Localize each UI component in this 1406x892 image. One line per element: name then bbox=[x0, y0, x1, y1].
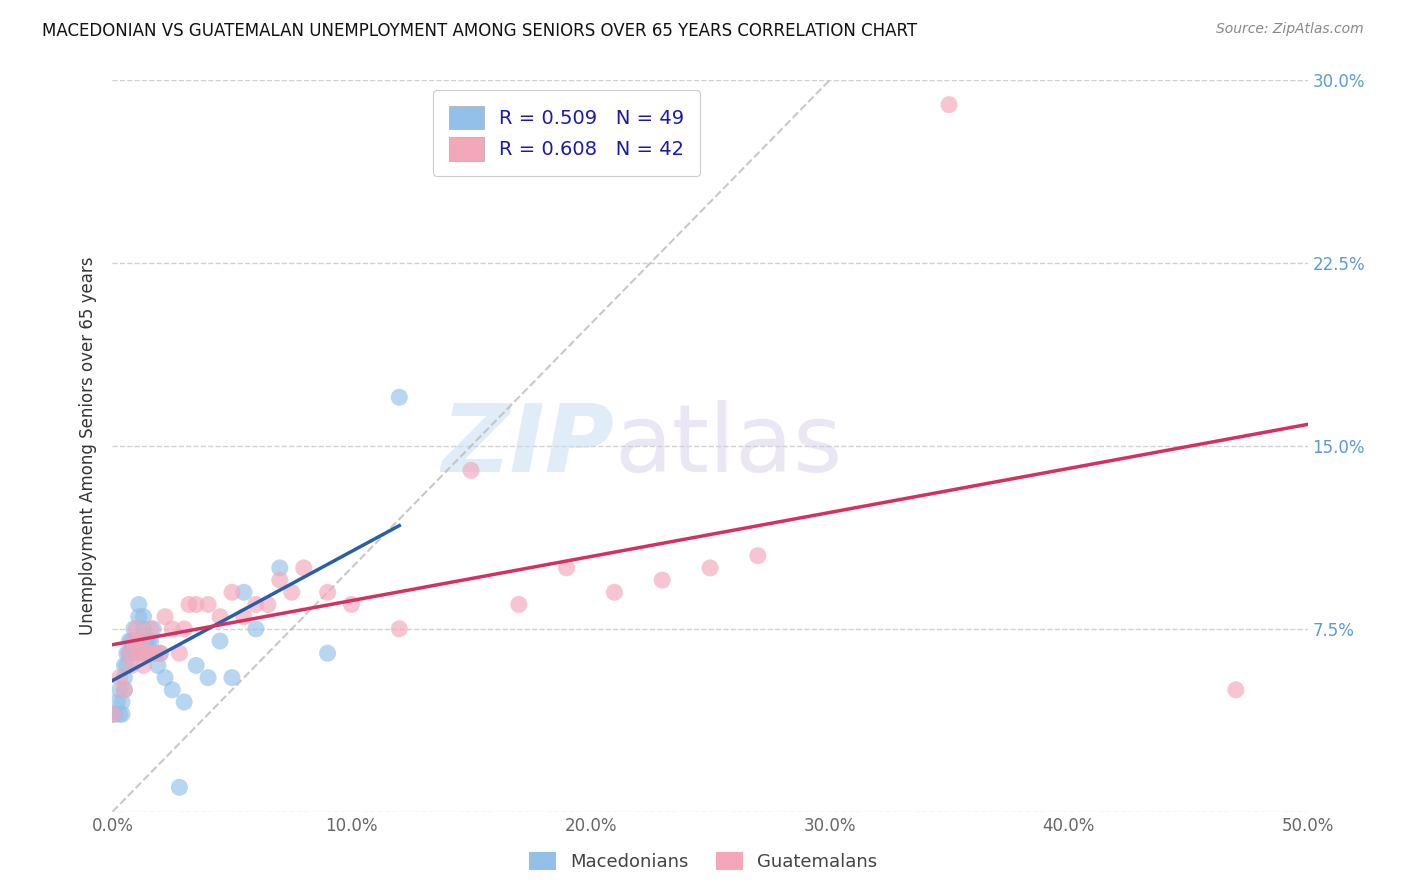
Point bbox=[114, 658, 135, 673]
Point bbox=[138, 634, 160, 648]
Point bbox=[292, 561, 315, 575]
Point bbox=[281, 585, 304, 599]
Point bbox=[122, 622, 145, 636]
Point bbox=[555, 561, 578, 575]
Point bbox=[125, 646, 148, 660]
Point bbox=[1225, 682, 1247, 697]
Point bbox=[162, 682, 183, 697]
Point bbox=[105, 695, 128, 709]
Point bbox=[118, 646, 141, 660]
Point bbox=[209, 634, 232, 648]
Point bbox=[316, 585, 339, 599]
Point bbox=[173, 622, 195, 636]
Point bbox=[118, 646, 141, 660]
Point bbox=[132, 622, 155, 636]
Point bbox=[115, 658, 138, 673]
Point bbox=[139, 622, 162, 636]
Point bbox=[138, 646, 160, 660]
Point bbox=[138, 646, 160, 660]
Point bbox=[508, 598, 530, 612]
Point bbox=[149, 646, 172, 660]
Point bbox=[699, 561, 721, 575]
Point bbox=[121, 658, 143, 673]
Point bbox=[108, 707, 131, 722]
Point bbox=[132, 609, 155, 624]
Point bbox=[101, 707, 124, 722]
Point bbox=[340, 598, 363, 612]
Point bbox=[128, 598, 150, 612]
Point bbox=[221, 671, 243, 685]
Point bbox=[149, 646, 172, 660]
Point bbox=[125, 622, 148, 636]
Point bbox=[388, 390, 411, 404]
Point bbox=[135, 646, 157, 660]
Point bbox=[145, 646, 167, 660]
Point bbox=[114, 682, 135, 697]
Point bbox=[221, 585, 243, 599]
Point bbox=[245, 598, 267, 612]
Point bbox=[121, 634, 143, 648]
Point bbox=[460, 463, 482, 477]
Point bbox=[197, 598, 219, 612]
Point bbox=[153, 671, 176, 685]
Text: atlas: atlas bbox=[614, 400, 842, 492]
Point bbox=[122, 634, 145, 648]
Point bbox=[129, 634, 152, 648]
Point bbox=[269, 561, 291, 575]
Point bbox=[128, 609, 150, 624]
Point bbox=[146, 658, 169, 673]
Point bbox=[651, 573, 673, 587]
Point bbox=[186, 598, 208, 612]
Point bbox=[169, 780, 191, 795]
Point bbox=[121, 646, 143, 660]
Point bbox=[603, 585, 626, 599]
Point bbox=[111, 707, 134, 722]
Point bbox=[162, 622, 183, 636]
Point bbox=[245, 622, 267, 636]
Point bbox=[135, 634, 157, 648]
Point bbox=[269, 573, 291, 587]
Point bbox=[142, 622, 165, 636]
Point bbox=[129, 634, 152, 648]
Point bbox=[186, 658, 208, 673]
Point bbox=[125, 634, 148, 648]
Point bbox=[938, 97, 960, 112]
Text: MACEDONIAN VS GUATEMALAN UNEMPLOYMENT AMONG SENIORS OVER 65 YEARS CORRELATION CH: MACEDONIAN VS GUATEMALAN UNEMPLOYMENT AM… bbox=[42, 22, 917, 40]
Point bbox=[122, 634, 145, 648]
Point bbox=[233, 585, 256, 599]
Point bbox=[118, 646, 141, 660]
Point bbox=[233, 609, 256, 624]
Point bbox=[129, 646, 152, 660]
Text: ZIP: ZIP bbox=[441, 400, 614, 492]
Point bbox=[153, 609, 176, 624]
Point bbox=[101, 707, 124, 722]
Point bbox=[108, 682, 131, 697]
Point bbox=[104, 707, 127, 722]
Point bbox=[197, 671, 219, 685]
Point bbox=[173, 695, 195, 709]
Point bbox=[108, 671, 131, 685]
Point bbox=[118, 634, 141, 648]
Point bbox=[135, 634, 157, 648]
Point bbox=[209, 609, 232, 624]
Y-axis label: Unemployment Among Seniors over 65 years: Unemployment Among Seniors over 65 years bbox=[79, 257, 97, 635]
Point bbox=[128, 646, 150, 660]
Point bbox=[177, 598, 200, 612]
Legend: Macedonians, Guatemalans: Macedonians, Guatemalans bbox=[522, 845, 884, 879]
Point bbox=[257, 598, 280, 612]
Point bbox=[111, 695, 134, 709]
Point bbox=[169, 646, 191, 660]
Point bbox=[139, 634, 162, 648]
Point bbox=[316, 646, 339, 660]
Point bbox=[114, 671, 135, 685]
Point bbox=[132, 658, 155, 673]
Point bbox=[114, 682, 135, 697]
Point bbox=[747, 549, 769, 563]
Point bbox=[145, 646, 167, 660]
Text: Source: ZipAtlas.com: Source: ZipAtlas.com bbox=[1216, 22, 1364, 37]
Point bbox=[388, 622, 411, 636]
Point bbox=[115, 646, 138, 660]
Legend: R = 0.509   N = 49, R = 0.608   N = 42: R = 0.509 N = 49, R = 0.608 N = 42 bbox=[433, 90, 700, 177]
